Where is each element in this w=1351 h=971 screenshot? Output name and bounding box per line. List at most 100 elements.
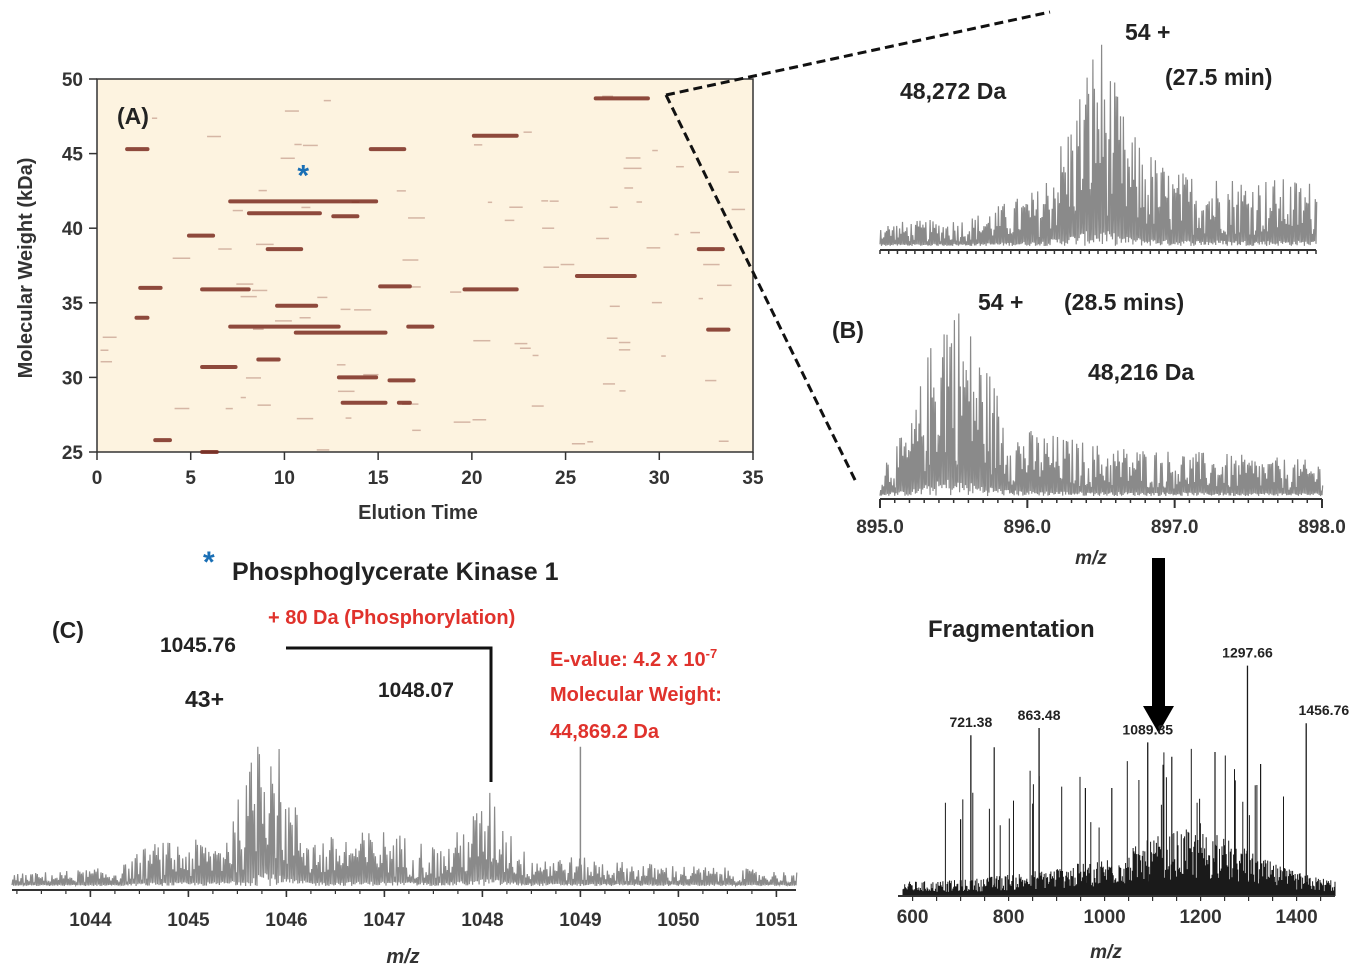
heatmap-speckle: [571, 442, 586, 445]
heatmap-band: [406, 324, 435, 329]
heatmap-speckle: [472, 419, 487, 421]
heatmap-speckle: [619, 390, 626, 392]
frag-x-axis-title: m/z: [1090, 942, 1122, 963]
heatmap-speckle: [174, 407, 190, 410]
heatmap-speckle: [625, 157, 641, 159]
heatmap-speckle: [624, 187, 634, 189]
fragment-peak-label: 1089.85: [1122, 721, 1173, 737]
heatmap-speckle: [317, 296, 328, 299]
heatmap-speckle: [543, 266, 560, 268]
c-peak2-label: 1048.07: [378, 679, 454, 702]
heatmap-band: [138, 285, 163, 290]
heatmap-speckle: [412, 429, 421, 432]
heatmap-band: [378, 284, 412, 289]
heatmap-speckle: [240, 295, 257, 298]
b-top-charge: 54 +: [1125, 19, 1170, 45]
c-x-tick-label: 1048: [461, 910, 503, 931]
heatmap-speckle: [523, 131, 532, 133]
heatmap-speckle: [609, 305, 620, 308]
fragment-peak-label: 1297.66: [1222, 645, 1273, 661]
heatmap-speckle: [252, 289, 268, 292]
heatmap-speckle: [646, 247, 661, 249]
heatmap-band: [396, 400, 412, 405]
heatmap-speckle: [690, 231, 700, 234]
spectrum-trace: [11, 746, 798, 888]
heatmap-speckle: [225, 407, 233, 410]
heatmap-speckle: [698, 297, 703, 300]
c-shift-label: + 80 Da (Phosphorylation): [268, 607, 515, 629]
arrow-shaft: [1152, 558, 1165, 708]
heatmap-speckle: [256, 243, 274, 246]
heatmap-speckle: [514, 342, 528, 345]
heatmap-band: [275, 303, 319, 308]
protein-name: Phosphoglycerate Kinase 1: [232, 558, 559, 586]
heatmap-speckle: [728, 171, 739, 173]
heatmap-speckle: [623, 167, 642, 170]
heatmap-speckle: [236, 283, 254, 285]
heatmap-speckle: [100, 360, 113, 363]
heatmap-speckle: [549, 200, 559, 202]
protein-caption-asterisk: *: [203, 546, 215, 579]
zoom-line-upper: [665, 10, 1051, 97]
heatmap-speckle: [402, 259, 419, 261]
spectrum-c: [11, 746, 798, 888]
heatmap-band: [153, 438, 172, 443]
heatmap-band: [256, 357, 281, 362]
heatmap-speckle: [299, 317, 311, 319]
heatmap-x-tick-label: 35: [742, 468, 764, 489]
b-bottom-mass: 48,216 Da: [1088, 359, 1194, 385]
frag-x-tick-label: 600: [897, 907, 929, 928]
heatmap-speckle: [717, 284, 732, 287]
heatmap-speckle: [651, 301, 662, 304]
panel-b-label: (B): [832, 317, 864, 343]
fragment-peak-label: 863.48: [1018, 707, 1061, 723]
b-x-tick-label: 895.0: [856, 517, 904, 538]
heatmap-band: [228, 199, 379, 204]
heatmap-band: [706, 327, 731, 332]
heatmap-speckle: [232, 209, 243, 212]
heatmap-x-tick-label: 15: [368, 468, 390, 489]
heatmap-speckle: [337, 390, 355, 393]
fragmentation-trace: [902, 665, 1336, 896]
frag-x-tick-label: 1000: [1083, 907, 1125, 928]
heatmap-speckle: [596, 237, 609, 240]
fragmentation-arrow: Fragmentation: [928, 558, 1174, 733]
c-evalue: E-value: 4.2 x 10-7: [550, 646, 717, 671]
protein-marker-asterisk: *: [297, 160, 309, 193]
spectrum-trace: [879, 313, 1324, 497]
heatmap-band: [462, 287, 519, 292]
heatmap-speckle: [705, 379, 717, 382]
heatmap-plot-area: [96, 78, 754, 453]
c-x-tick-label: 1046: [265, 910, 307, 931]
heatmap-bands: [100, 95, 746, 454]
heatmap-speckle: [531, 405, 544, 407]
heatmap-x-axis-title: Elution Time: [358, 502, 478, 524]
heatmap-band: [200, 287, 251, 292]
heatmap-speckle: [532, 354, 539, 357]
b-x-tick-label: 897.0: [1151, 517, 1199, 538]
heatmap-speckle: [258, 189, 267, 192]
heatmap-band: [471, 133, 519, 138]
panel-a-label: (A): [117, 103, 149, 129]
heatmap-speckle: [473, 339, 491, 342]
fragment-peak-label: 721.38: [949, 714, 992, 730]
heatmap-speckle: [207, 135, 221, 138]
spectrum-b-bottom-axis: 895.0 896.0 897.0 898.0: [856, 498, 1346, 538]
frag-x-tick-label: 800: [993, 907, 1025, 928]
heatmap-speckle: [541, 200, 549, 202]
c-x-tick-label: 1044: [69, 910, 112, 931]
heatmap-speckle: [396, 190, 406, 192]
heatmap-band: [696, 247, 725, 252]
panel-a: 0 5 10 15 20 25 30 35 25 30 35 40 45 50 (A) * Elution…: [15, 70, 764, 524]
c-x-tick-label: 1050: [657, 910, 699, 931]
heatmap-speckle: [240, 396, 246, 399]
c-peak1-label: 1045.76: [160, 634, 236, 657]
heatmap-speckle: [674, 233, 679, 236]
heatmap-y-axis-title: Molecular Weight (kDa): [15, 158, 37, 379]
heatmap-speckle: [602, 383, 616, 385]
heatmap-speckle: [280, 157, 295, 160]
heatmap-speckle: [302, 144, 318, 147]
panel-c-label: (C): [52, 617, 84, 643]
c-x-tick-label: 1047: [363, 910, 405, 931]
heatmap-speckle: [245, 377, 261, 379]
